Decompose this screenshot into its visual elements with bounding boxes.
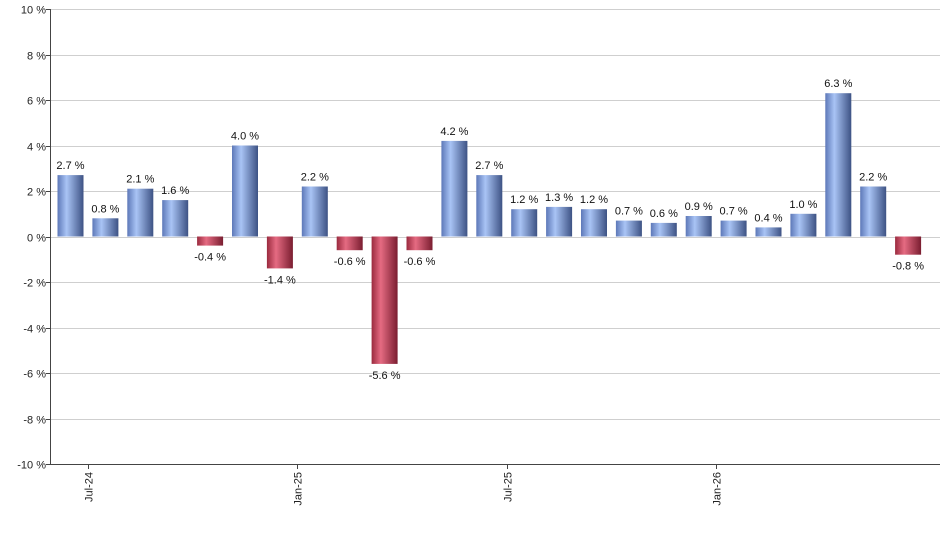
y-tick-label: 0 % [27,233,46,245]
data-label: 0.9 % [685,201,713,213]
data-label: 1.3 % [545,192,573,204]
y-tick-label: 4 % [27,142,46,154]
bar [895,236,922,255]
bar [581,209,607,237]
y-tick-label: -10 % [17,460,46,472]
data-label: -0.6 % [404,256,436,268]
bar [336,236,363,251]
x-tick-label: Jul-25 [503,472,515,502]
data-label: 6.3 % [824,78,852,90]
bar [406,236,433,251]
data-label: -0.6 % [334,256,366,268]
bar [790,213,817,237]
y-tick-label: 10 % [21,5,46,17]
y-tick-label: 8 % [27,51,46,63]
bar [825,93,852,237]
bar [615,220,642,237]
data-label: 1.0 % [789,199,817,211]
gridlines [50,9,940,465]
bar [162,200,189,237]
y-tick-label: 6 % [27,96,46,108]
data-label: 1.6 % [161,185,189,197]
bar [650,222,677,237]
bar [476,175,503,237]
data-label: 0.7 % [720,206,748,218]
y-tick-label: 2 % [27,187,46,199]
data-label: 2.2 % [301,172,329,184]
y-tick-label: -8 % [23,415,46,427]
y-tick-label: -4 % [23,324,46,336]
data-label: 4.0 % [231,131,259,143]
bar [755,227,782,237]
bar [441,140,468,237]
bar [266,236,293,269]
x-tick-label: Jan-26 [712,472,724,506]
data-label: -5.6 % [369,370,401,382]
bar [685,216,712,237]
data-label: -0.4 % [194,252,226,264]
data-label: 2.7 % [475,160,503,172]
y-tick-label: -6 % [23,369,46,381]
data-label: 4.2 % [440,126,468,138]
data-label: 2.2 % [859,172,887,184]
x-axis-ticks: Jul-24 Jan-25 Jul-25 Jan-26 [84,464,724,506]
data-label: 2.1 % [126,174,154,186]
data-label: 0.4 % [754,212,782,224]
data-label: 1.2 % [510,194,538,206]
data-labels: 2.7 % 0.8 % 2.1 % 1.6 % -0.4 % 4.0 % -1.4 % 2.2… [56,78,924,382]
data-label: 0.7 % [615,206,643,218]
x-tick-label: Jul-24 [84,472,96,502]
data-label: 0.8 % [91,203,119,215]
bar [371,236,398,364]
bar [57,175,84,237]
bar [546,206,573,237]
data-label: -1.4 % [264,274,296,286]
bar [511,209,538,237]
bars [57,93,922,364]
data-label: 0.6 % [650,208,678,220]
data-label: 1.2 % [580,194,608,206]
bar [720,220,747,237]
data-label: -0.8 % [892,261,924,273]
bar [197,236,224,246]
y-axis-ticks: 10 % 8 % 6 % 4 % 2 % 0 % -2 % -4 % -6 % -8 % -10 % [17,5,50,472]
bar [301,186,328,237]
bar [92,218,119,237]
bar [232,145,258,237]
bar [860,186,887,237]
x-tick-label: Jan-25 [293,472,305,506]
y-tick-label: -2 % [23,278,46,290]
data-label: 2.7 % [56,160,84,172]
bar [127,188,154,237]
axes [50,9,940,465]
